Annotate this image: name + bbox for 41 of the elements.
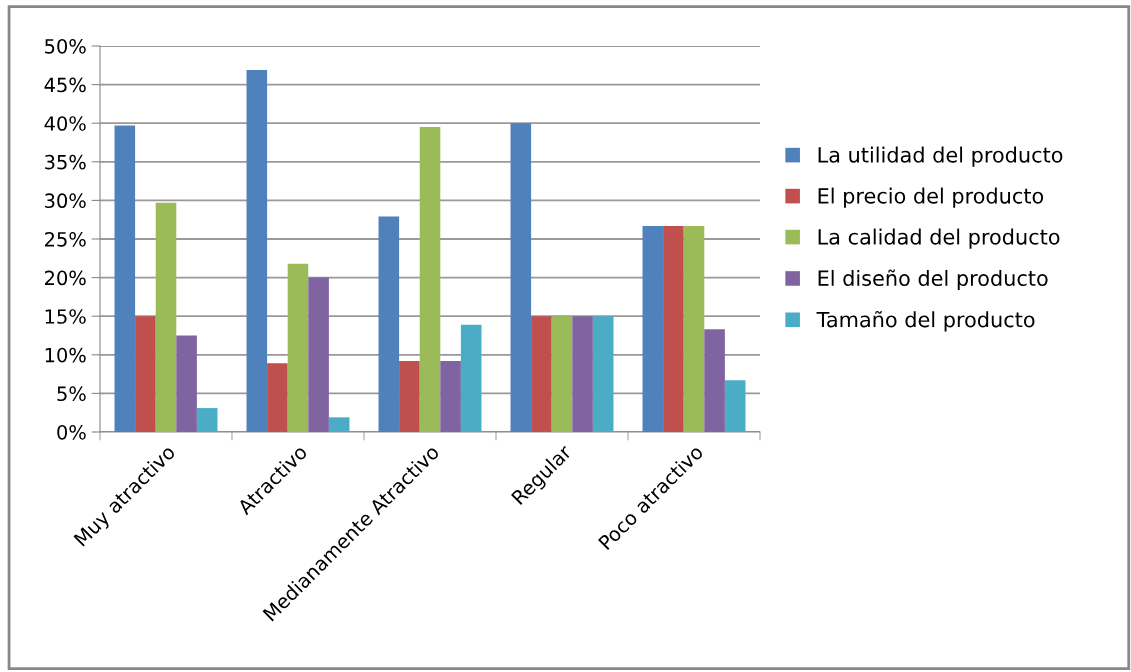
bar bbox=[419, 127, 441, 432]
bar bbox=[267, 363, 288, 432]
bar bbox=[531, 316, 552, 432]
bar bbox=[683, 225, 705, 432]
bar bbox=[592, 316, 614, 432]
bar bbox=[308, 277, 329, 432]
bar bbox=[287, 263, 309, 432]
bar bbox=[378, 216, 400, 432]
bar bbox=[155, 202, 177, 432]
bar bbox=[196, 408, 218, 432]
bar bbox=[551, 316, 573, 432]
bar bbox=[724, 380, 746, 432]
bar bbox=[704, 329, 725, 432]
y-tick-label: 15% bbox=[45, 309, 86, 324]
bar bbox=[572, 316, 593, 432]
bar bbox=[399, 360, 420, 432]
bar bbox=[642, 225, 664, 432]
y-tick-label: 45% bbox=[44, 77, 86, 93]
bar bbox=[440, 360, 461, 432]
bar bbox=[135, 316, 156, 432]
y-tick-label: 25% bbox=[45, 231, 86, 247]
legend-label: La calidad del producto bbox=[818, 228, 1060, 249]
legend-label: El precio del producto bbox=[818, 187, 1044, 208]
y-tick-label: 30% bbox=[45, 193, 86, 209]
y-tick-label: 10% bbox=[45, 347, 86, 363]
y-tick-label: 40% bbox=[44, 116, 86, 131]
legend-label: La utilidad del producto bbox=[818, 146, 1063, 167]
bar bbox=[246, 69, 268, 432]
bar bbox=[460, 324, 482, 432]
y-tick-label: 5% bbox=[57, 386, 86, 402]
bar bbox=[663, 225, 684, 432]
bar bbox=[328, 417, 350, 432]
bar bbox=[176, 335, 197, 432]
y-tick-label: 20% bbox=[45, 270, 86, 286]
bar bbox=[114, 125, 136, 432]
y-tick-label: 50% bbox=[45, 38, 86, 54]
y-tick-label: 35% bbox=[45, 154, 86, 170]
bar bbox=[510, 123, 532, 432]
legend-label: El diseño del producto bbox=[818, 269, 1048, 291]
y-tick-label: 0% bbox=[57, 424, 86, 440]
legend-label: Tamaño del producto bbox=[816, 310, 1035, 332]
